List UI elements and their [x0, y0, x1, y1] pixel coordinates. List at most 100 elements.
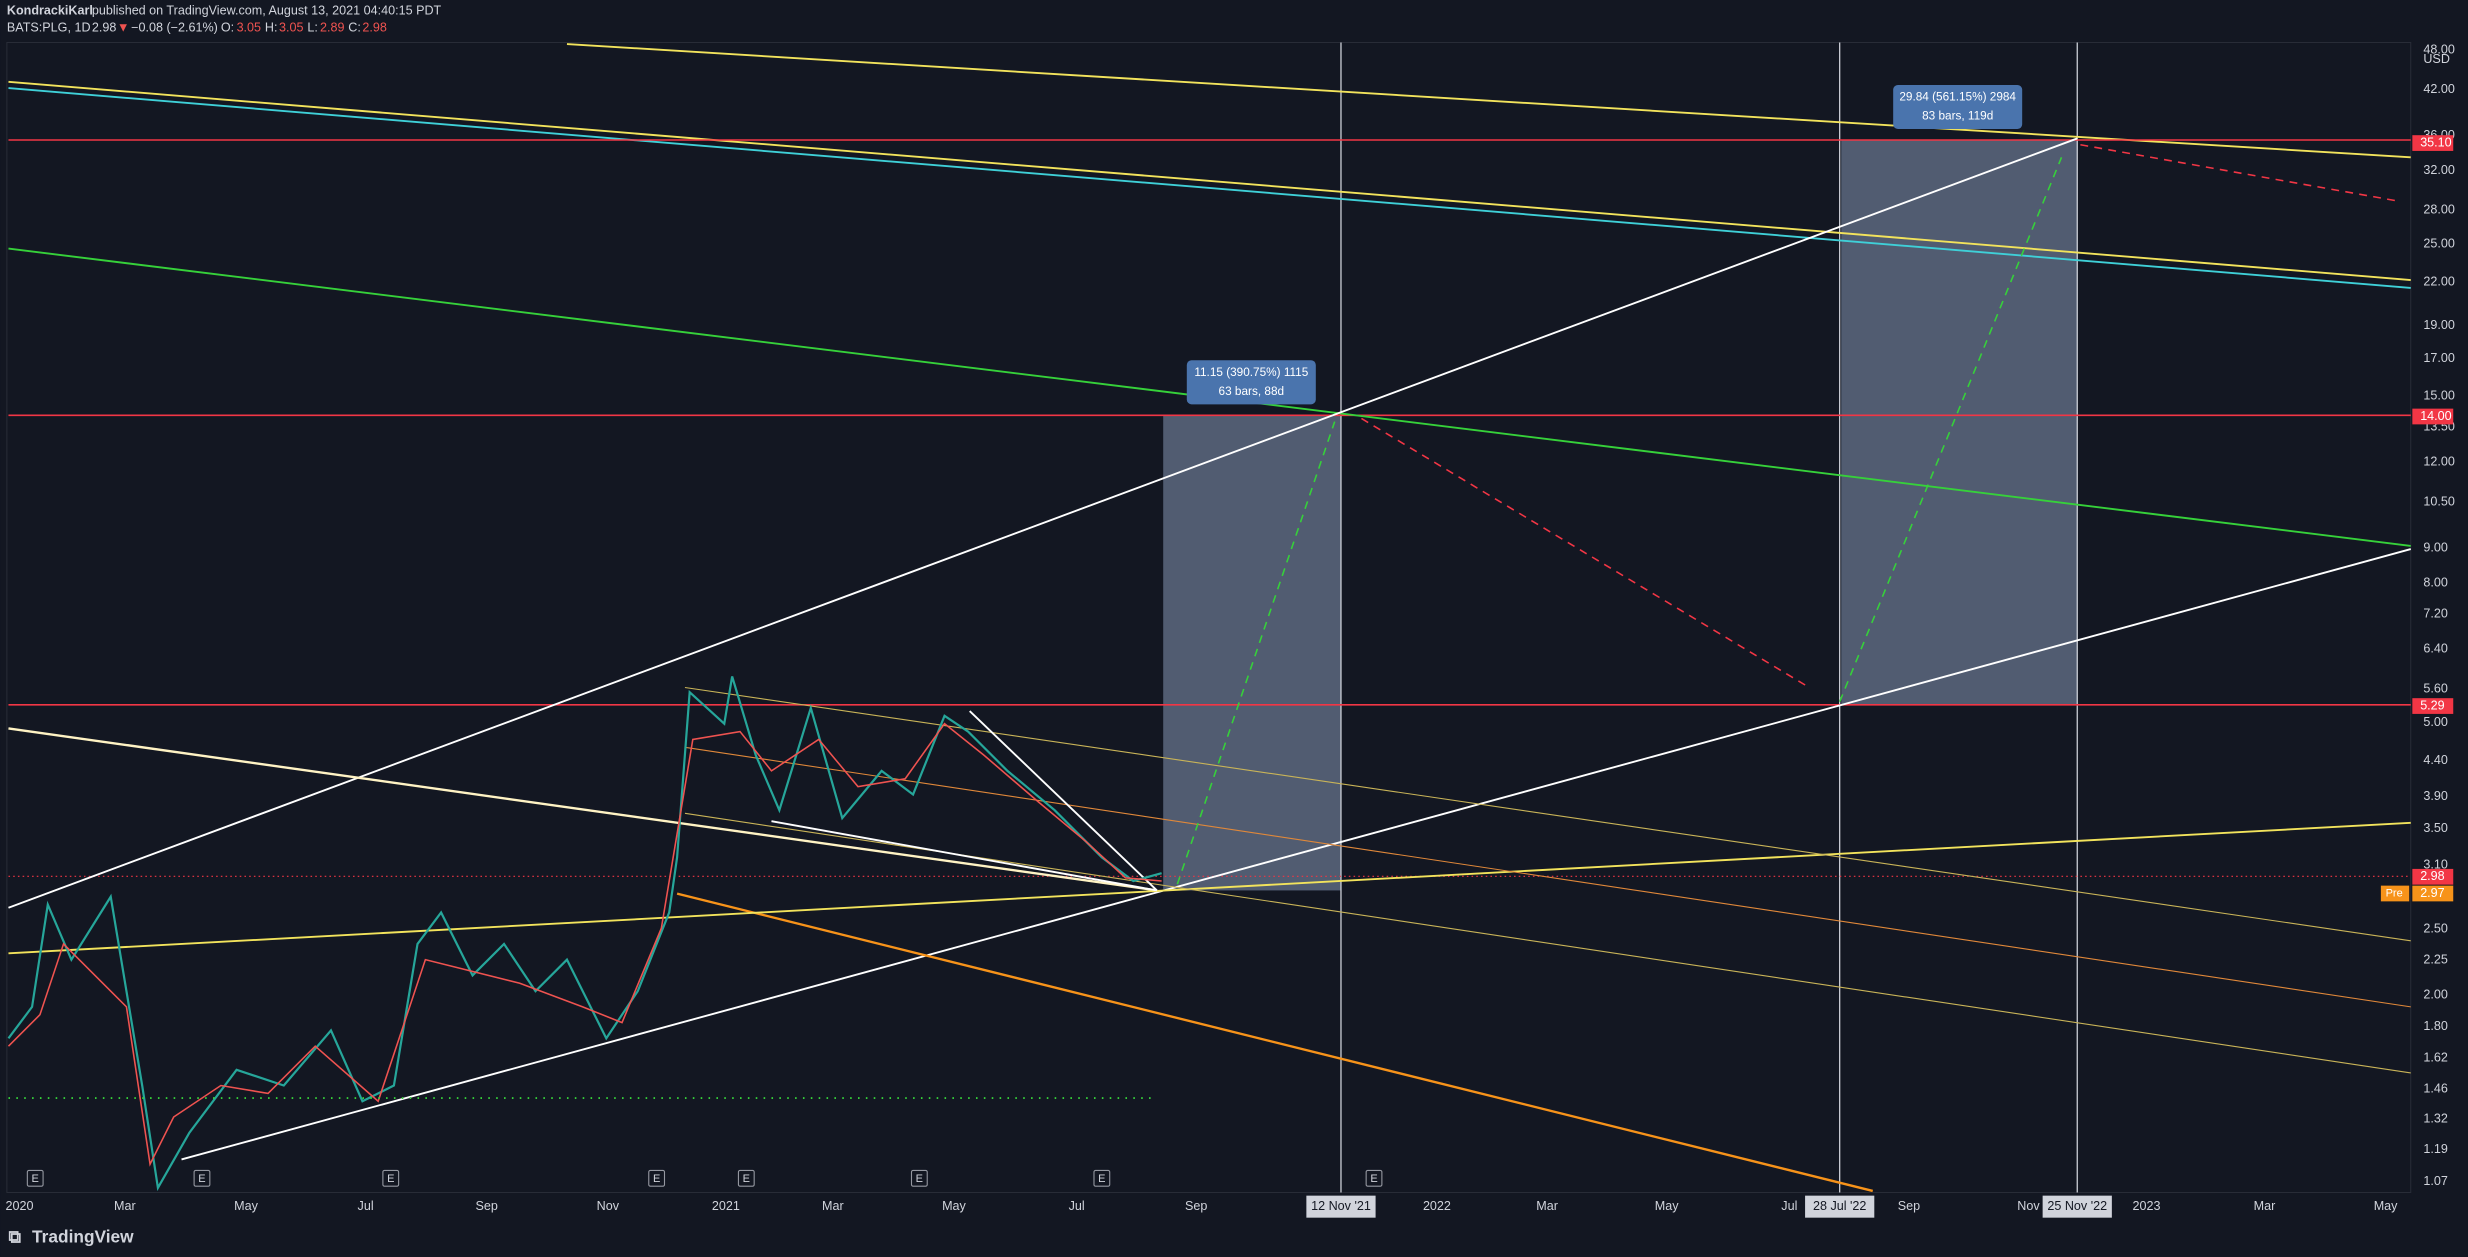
ohlc-value: 3.05	[279, 21, 303, 35]
published: published on TradingView.com, August 13,…	[92, 3, 442, 17]
arrow: ▼	[117, 21, 129, 35]
earnings-label: E	[32, 1173, 39, 1185]
time-label: Sep	[476, 1199, 498, 1213]
price-label: 25.00	[2423, 236, 2454, 250]
price-label: 3.10	[2423, 857, 2447, 871]
time-label: May	[942, 1199, 966, 1213]
last-price: 2.98	[92, 21, 116, 35]
time-label: Sep	[1898, 1199, 1920, 1213]
earnings-label: E	[653, 1173, 660, 1185]
earnings-marker	[737, 1169, 755, 1187]
time-label: 2020	[5, 1199, 33, 1213]
price-tag	[2412, 135, 2454, 151]
ohlc-label: O:	[221, 21, 234, 35]
price-label: 15.00	[2423, 388, 2454, 402]
brand: TradingView	[32, 1227, 134, 1247]
measure-line1: 11.15 (390.75%) 1115	[1194, 366, 1308, 379]
price-label: 6.40	[2423, 642, 2447, 656]
axes: 48.0042.0036.0032.0028.0025.0022.0019.00…	[5, 42, 2455, 1218]
time-tag-label: 28 Jul '22	[1813, 1199, 1866, 1213]
price-tag-label: 14.00	[2420, 409, 2451, 423]
earnings-label: E	[387, 1173, 394, 1185]
price-label: 1.80	[2423, 1019, 2447, 1033]
time-tag	[2042, 1195, 2112, 1218]
price-label: 28.00	[2423, 203, 2454, 217]
price-tag	[2412, 698, 2454, 714]
earnings-label: E	[916, 1173, 923, 1185]
ohlc-value: 3.05	[237, 21, 261, 35]
drawings	[7, 42, 2412, 1193]
earnings-label: E	[1098, 1173, 1105, 1185]
change: −0.08 (−2.61%)	[131, 21, 218, 35]
ohlc-label: H:	[265, 21, 278, 35]
time-tag-label: 12 Nov '21	[1311, 1199, 1371, 1213]
premarket-price	[2412, 885, 2454, 902]
currency: USD	[2423, 52, 2450, 66]
price-label: 3.50	[2423, 821, 2447, 835]
time-label: Jul	[1069, 1199, 1085, 1213]
price-label: 5.00	[2423, 715, 2447, 729]
time-label: 2021	[712, 1199, 740, 1213]
ohlc-label: L:	[307, 21, 318, 35]
price-tag-label: 5.29	[2420, 698, 2444, 712]
ohlc-label: C:	[348, 21, 361, 35]
earnings-marker	[1093, 1169, 1111, 1187]
price-label: 32.00	[2423, 163, 2454, 177]
time-label: Jul	[358, 1199, 374, 1213]
author: KondrackiKarl	[7, 3, 93, 17]
price-label: 1.62	[2423, 1050, 2447, 1064]
price-label: 1.07	[2423, 1174, 2447, 1188]
measure-line2: 83 bars, 119d	[1922, 110, 1993, 123]
price-label: 42.00	[2423, 82, 2454, 96]
premarket-tag-label: Pre	[2386, 887, 2403, 899]
time-label: 2023	[2132, 1199, 2160, 1213]
time-label: May	[2374, 1199, 2398, 1213]
time-label: Jul	[1781, 1199, 1797, 1213]
price-label: 10.50	[2423, 494, 2454, 508]
measure-box	[1893, 84, 2023, 130]
earnings-marker	[1365, 1169, 1383, 1187]
time-label: May	[234, 1199, 258, 1213]
price-label: 2.00	[2423, 988, 2447, 1002]
time-label: Sep	[1185, 1199, 1207, 1213]
price-label: 48.00	[2423, 42, 2454, 56]
price-tag-label: 2.98	[2420, 869, 2444, 883]
price-label: 1.19	[2423, 1142, 2447, 1156]
price-label: 17.00	[2423, 351, 2454, 365]
time-label: Mar	[114, 1199, 136, 1213]
price-label: 4.40	[2423, 753, 2447, 767]
premarket-price-label: 2.97	[2420, 886, 2444, 900]
price-label: 8.00	[2423, 575, 2447, 589]
time-tag-label: 25 Nov '22	[2047, 1199, 2107, 1213]
earnings-marker	[193, 1169, 211, 1187]
price-label: 7.20	[2423, 607, 2447, 621]
price-label: 2.25	[2423, 953, 2447, 967]
measure-zone	[1841, 140, 2078, 705]
price-tag	[2412, 408, 2454, 425]
price-label: 12.00	[2423, 455, 2454, 469]
time-label: Mar	[822, 1199, 844, 1213]
earnings-label: E	[1370, 1173, 1377, 1185]
logo: ⧉	[8, 1227, 20, 1247]
price-tag-label: 35.10	[2420, 135, 2451, 149]
earnings-marker	[648, 1169, 666, 1187]
time-label: Mar	[1536, 1199, 1558, 1213]
price-label: 19.00	[2423, 318, 2454, 332]
price-candles	[7, 722, 1162, 1167]
earnings-label: E	[198, 1173, 205, 1185]
price-label: 1.46	[2423, 1081, 2447, 1095]
measure-line2: 63 bars, 88d	[1219, 385, 1285, 398]
measure-box	[1186, 360, 1316, 405]
ohlc-value: 2.89	[320, 21, 344, 35]
time-label: May	[1655, 1199, 1679, 1213]
time-label: Mar	[2254, 1199, 2276, 1213]
premarket-tag	[2380, 885, 2410, 902]
time-tag	[1306, 1195, 1376, 1218]
time-tag	[1805, 1195, 1875, 1218]
price-label: 3.90	[2423, 789, 2447, 803]
measure-zone	[1163, 415, 1341, 891]
price-label: 2.50	[2423, 921, 2447, 935]
price-label: 22.00	[2423, 274, 2454, 288]
